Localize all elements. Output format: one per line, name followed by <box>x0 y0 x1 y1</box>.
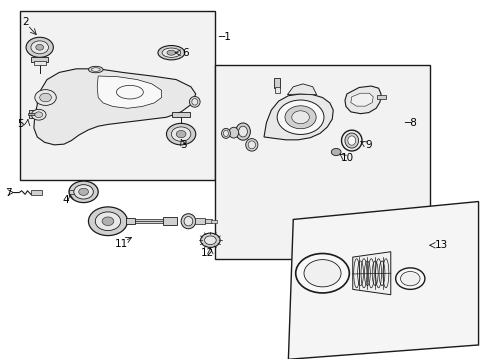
Circle shape <box>35 112 42 118</box>
Polygon shape <box>352 252 390 295</box>
Bar <box>69 190 75 194</box>
Circle shape <box>277 100 324 134</box>
Bar <box>172 112 189 117</box>
Circle shape <box>40 93 51 102</box>
Circle shape <box>395 268 424 289</box>
Ellipse shape <box>238 126 247 137</box>
Text: 2: 2 <box>22 17 29 27</box>
Circle shape <box>31 41 48 54</box>
Polygon shape <box>288 202 478 359</box>
Circle shape <box>204 236 216 244</box>
Ellipse shape <box>166 50 175 55</box>
Circle shape <box>400 271 419 286</box>
Bar <box>28 113 36 116</box>
Ellipse shape <box>235 123 250 140</box>
Circle shape <box>166 123 195 145</box>
Ellipse shape <box>91 68 100 71</box>
Ellipse shape <box>221 129 230 138</box>
Text: 6: 6 <box>182 48 188 58</box>
Bar <box>34 61 45 65</box>
Circle shape <box>79 188 88 195</box>
Ellipse shape <box>162 48 180 57</box>
Circle shape <box>95 212 121 230</box>
Polygon shape <box>264 94 332 140</box>
Polygon shape <box>287 84 316 95</box>
Circle shape <box>200 233 220 247</box>
Ellipse shape <box>341 130 361 151</box>
Text: ─1: ─1 <box>217 32 230 41</box>
Bar <box>215 65 429 259</box>
Ellipse shape <box>88 66 103 73</box>
Circle shape <box>176 131 185 138</box>
Bar <box>29 111 35 118</box>
Text: ─8: ─8 <box>404 118 416 128</box>
Text: 3: 3 <box>180 140 186 150</box>
Circle shape <box>304 260 340 287</box>
Circle shape <box>36 44 43 50</box>
Text: 7: 7 <box>5 188 12 198</box>
Text: 9: 9 <box>365 140 371 150</box>
Circle shape <box>330 148 340 156</box>
Ellipse shape <box>344 133 358 148</box>
Bar <box>273 78 279 88</box>
Circle shape <box>69 181 98 203</box>
Bar <box>274 87 279 93</box>
Text: 4: 4 <box>62 195 69 205</box>
Ellipse shape <box>181 214 195 229</box>
Circle shape <box>285 106 316 129</box>
Text: 10: 10 <box>340 153 353 163</box>
Ellipse shape <box>245 139 257 151</box>
Bar <box>210 220 216 223</box>
Circle shape <box>171 127 190 141</box>
Ellipse shape <box>183 217 192 226</box>
Bar <box>204 220 211 223</box>
Polygon shape <box>344 86 380 114</box>
Bar <box>31 57 48 62</box>
Polygon shape <box>97 76 161 108</box>
Bar <box>126 219 135 224</box>
Ellipse shape <box>347 136 355 145</box>
Circle shape <box>102 217 114 226</box>
Ellipse shape <box>116 85 143 99</box>
Bar <box>162 217 177 225</box>
Circle shape <box>88 207 127 235</box>
Ellipse shape <box>158 45 184 60</box>
Circle shape <box>35 90 56 105</box>
Text: 5: 5 <box>18 120 24 129</box>
Bar <box>376 95 385 99</box>
Circle shape <box>74 185 93 199</box>
Bar <box>20 12 215 180</box>
Ellipse shape <box>223 130 228 136</box>
Circle shape <box>291 111 309 124</box>
Bar <box>31 190 41 195</box>
Text: 13: 13 <box>434 240 447 250</box>
Ellipse shape <box>189 96 200 107</box>
Bar <box>134 219 163 224</box>
Polygon shape <box>350 93 372 106</box>
Text: 12: 12 <box>201 248 214 258</box>
Polygon shape <box>34 69 195 145</box>
Text: 11: 11 <box>115 239 128 249</box>
Bar <box>194 218 205 224</box>
Ellipse shape <box>247 141 255 149</box>
Circle shape <box>26 37 53 57</box>
Circle shape <box>31 109 46 120</box>
Ellipse shape <box>228 127 238 138</box>
Ellipse shape <box>191 99 197 105</box>
Circle shape <box>295 253 348 293</box>
